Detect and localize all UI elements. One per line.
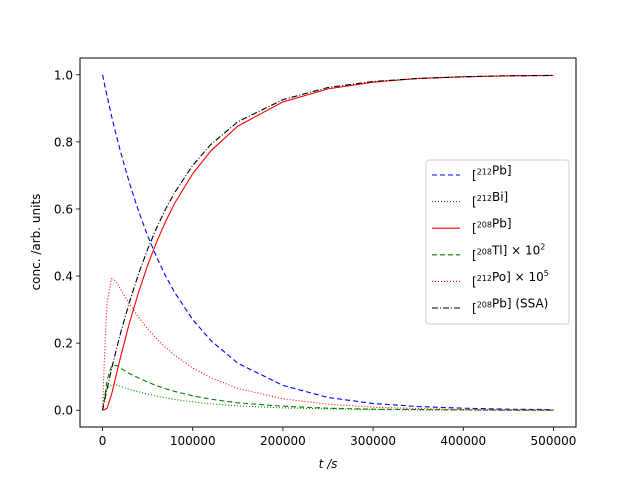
- x-axis: 0 100000 200000 300000 400000 500000: [99, 427, 577, 448]
- x-tick-label: 200000: [260, 434, 306, 448]
- x-tick-label: 0: [99, 434, 107, 448]
- y-tick-label: 0.8: [54, 135, 73, 149]
- y-tick-label: 0.0: [54, 404, 73, 418]
- plot-series-group: [102, 74, 554, 411]
- series-line-6: [102, 74, 554, 411]
- x-tick-label: 400000: [440, 434, 486, 448]
- legend-label: [208Pb] (SSA): [472, 297, 548, 316]
- legend-label: [212Pb]: [472, 164, 512, 183]
- legend-label: [212Bi]: [472, 190, 508, 209]
- legend: [212Pb] [212Bi] [208Pb] [208Tl] × 102 [212Po…: [425, 159, 570, 325]
- legend-box: [425, 159, 570, 325]
- y-tick-label: 0.4: [54, 270, 73, 284]
- y-axis-label: conc. /arb. units: [29, 194, 43, 291]
- series-line-1: [102, 74, 554, 411]
- y-tick-label: 0.2: [54, 337, 73, 351]
- legend-label: [212Po] × 105: [472, 269, 549, 289]
- plot-area-frame: [79, 57, 577, 428]
- y-tick-label: 1.0: [54, 68, 73, 82]
- x-tick-label: 300000: [350, 434, 396, 448]
- y-tick-label: 0.6: [54, 202, 73, 216]
- x-axis-label: t /s: [319, 457, 338, 471]
- series-line-3: [102, 74, 554, 411]
- legend-label: [208Pb]: [472, 217, 512, 236]
- x-tick-label: 100000: [170, 434, 216, 448]
- x-tick-label: 500000: [531, 434, 577, 448]
- y-axis: 0.0 0.2 0.4 0.6 0.8 1.0: [54, 68, 80, 418]
- series-line-4: [102, 364, 554, 411]
- legend-label: [208Tl] × 102: [472, 242, 545, 262]
